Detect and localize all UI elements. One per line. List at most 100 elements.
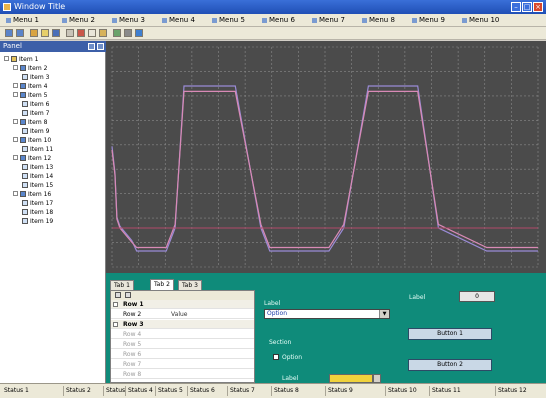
- menu-item-9[interactable]: Menu 9: [412, 14, 445, 27]
- collapse-icon[interactable]: [113, 322, 118, 327]
- document-icon: [22, 182, 28, 188]
- close-button[interactable]: ×: [533, 2, 543, 12]
- tree-item[interactable]: Item 15: [22, 182, 53, 190]
- tree-item[interactable]: Item 17: [22, 200, 53, 208]
- tree-item[interactable]: Item 16: [13, 191, 51, 199]
- copy-icon[interactable]: [88, 29, 96, 37]
- waveform-chart[interactable]: [106, 41, 546, 273]
- property-row[interactable]: Row 6: [111, 350, 254, 359]
- expand-icon[interactable]: [13, 83, 18, 88]
- menu-item-icon: [162, 18, 167, 23]
- checkbox-label: Option: [282, 354, 303, 361]
- tree-item[interactable]: Item 5: [13, 92, 47, 100]
- close-icon[interactable]: [97, 43, 104, 50]
- expand-icon[interactable]: [13, 119, 18, 124]
- tree-item[interactable]: Item 13: [22, 164, 53, 172]
- collapse-icon[interactable]: [113, 302, 118, 307]
- tree-item[interactable]: Item 2: [13, 65, 47, 73]
- menu-item-5[interactable]: Menu 5: [212, 14, 245, 27]
- menu-item-1[interactable]: Menu 1: [6, 14, 39, 27]
- expand-icon[interactable]: [13, 92, 18, 97]
- status-cell: Status 7: [228, 386, 272, 396]
- document-icon: [22, 173, 28, 179]
- save-icon[interactable]: [52, 29, 60, 37]
- value-box[interactable]: 0: [459, 291, 495, 302]
- document-icon: [22, 209, 28, 215]
- menu-item-8[interactable]: Menu 8: [362, 14, 395, 27]
- option-checkbox[interactable]: [273, 354, 279, 360]
- tree-item[interactable]: Item 1: [4, 56, 38, 64]
- status-cell: Status 10: [386, 386, 430, 396]
- home-icon[interactable]: [30, 29, 38, 37]
- back-icon[interactable]: [5, 29, 13, 37]
- help-icon[interactable]: [135, 29, 143, 37]
- property-row[interactable]: Row 7: [111, 360, 254, 369]
- minimize-button[interactable]: –: [511, 2, 521, 12]
- menu-item-7[interactable]: Menu 7: [312, 14, 345, 27]
- property-row[interactable]: Row 2 Value: [111, 310, 254, 319]
- tree-item[interactable]: Item 11: [22, 146, 53, 154]
- maximize-button[interactable]: □: [522, 2, 532, 12]
- property-row[interactable]: Row 5: [111, 340, 254, 349]
- property-row[interactable]: Row 4: [111, 330, 254, 339]
- node-icon: [20, 65, 26, 71]
- menu-item-icon: [212, 18, 217, 23]
- paste-icon[interactable]: [99, 29, 107, 37]
- expand-icon[interactable]: [13, 191, 18, 196]
- menu-item-2[interactable]: Menu 2: [62, 14, 95, 27]
- tree-item[interactable]: Item 4: [13, 83, 47, 91]
- tree-item[interactable]: Item 7: [22, 110, 49, 118]
- series-line: [111, 90, 538, 249]
- button-2[interactable]: Button 2: [408, 359, 492, 371]
- sort-alphabetical-icon[interactable]: [125, 292, 131, 298]
- button-1[interactable]: Button 1: [408, 328, 492, 340]
- property-row[interactable]: Row 8: [111, 370, 254, 379]
- forward-icon[interactable]: [16, 29, 24, 37]
- sort-categorized-icon[interactable]: [115, 292, 121, 298]
- property-key: Row 5: [123, 341, 142, 348]
- document-icon: [22, 200, 28, 206]
- tree-item[interactable]: Item 14: [22, 173, 53, 181]
- menu-item-4[interactable]: Menu 4: [162, 14, 195, 27]
- pin-icon[interactable]: [88, 43, 95, 50]
- menu-item-icon: [262, 18, 267, 23]
- property-key: Row 1: [123, 301, 144, 308]
- tab-1[interactable]: Tab 1: [110, 280, 134, 291]
- tab-3[interactable]: Tab 3: [178, 280, 202, 291]
- expand-icon[interactable]: [13, 65, 18, 70]
- menu-item-icon: [362, 18, 367, 23]
- tree-item[interactable]: Item 18: [22, 209, 53, 217]
- status-bar: Status 1 Status 2 Status 3 Status 4 Stat…: [0, 383, 546, 398]
- color-picker-button[interactable]: [373, 374, 381, 383]
- chart-svg: [111, 46, 539, 268]
- open-icon[interactable]: [41, 29, 49, 37]
- tab-2[interactable]: Tab 2: [150, 279, 174, 291]
- menu-item-6[interactable]: Menu 6: [262, 14, 295, 27]
- tree-item[interactable]: Item 6: [22, 101, 49, 109]
- folder-icon: [11, 56, 17, 62]
- tree-item[interactable]: Item 3: [22, 74, 49, 82]
- print-icon[interactable]: [66, 29, 74, 37]
- option-select[interactable]: Option ▼: [264, 309, 390, 319]
- tree-item[interactable]: Item 19: [22, 218, 53, 226]
- expand-icon[interactable]: [13, 137, 18, 142]
- cut-icon[interactable]: [77, 29, 85, 37]
- menu-item-10[interactable]: Menu 10: [462, 14, 499, 27]
- color-swatch[interactable]: [329, 374, 373, 383]
- expand-icon[interactable]: [13, 155, 18, 160]
- zoom-icon[interactable]: [113, 29, 121, 37]
- expand-icon[interactable]: [4, 56, 9, 61]
- tree-item[interactable]: Item 8: [13, 119, 47, 127]
- settings-icon[interactable]: [124, 29, 132, 37]
- document-icon: [22, 74, 28, 80]
- property-row[interactable]: Row 3: [111, 320, 254, 329]
- title-bar: Window Title – □ ×: [0, 0, 546, 14]
- property-row[interactable]: Row 1: [111, 300, 254, 309]
- tree-item[interactable]: Item 9: [22, 128, 49, 136]
- tree-item[interactable]: Item 10: [13, 137, 51, 145]
- tree-item-label: Item 10: [28, 137, 52, 144]
- menu-item-3[interactable]: Menu 3: [112, 14, 145, 27]
- menu-item-icon: [62, 18, 67, 23]
- tree-item[interactable]: Item 12: [13, 155, 51, 163]
- chevron-down-icon[interactable]: ▼: [379, 310, 389, 318]
